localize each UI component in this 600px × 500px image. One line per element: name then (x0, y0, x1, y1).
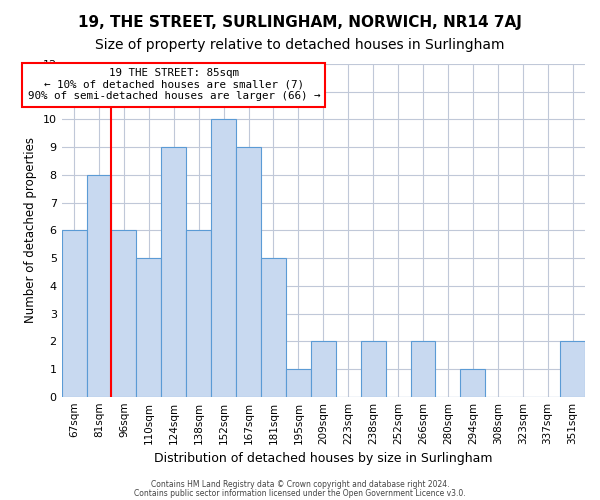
Bar (311, 341, 336, 396)
Text: Contains HM Land Registry data © Crown copyright and database right 2024.: Contains HM Land Registry data © Crown c… (151, 480, 449, 489)
Bar (86, 175, 112, 396)
X-axis label: Distribution of detached houses by size in Surlingham: Distribution of detached houses by size … (154, 452, 493, 465)
Bar (62, 230, 86, 396)
Bar (560, 341, 585, 396)
Bar (112, 230, 136, 396)
Text: 19, THE STREET, SURLINGHAM, NORWICH, NR14 7AJ: 19, THE STREET, SURLINGHAM, NORWICH, NR1… (78, 15, 522, 30)
Bar (161, 147, 186, 396)
Bar (286, 369, 311, 396)
Bar (410, 341, 436, 396)
Bar (460, 369, 485, 396)
Y-axis label: Number of detached properties: Number of detached properties (24, 138, 37, 324)
Text: 19 THE STREET: 85sqm
← 10% of detached houses are smaller (7)
90% of semi-detach: 19 THE STREET: 85sqm ← 10% of detached h… (28, 68, 320, 102)
Text: Size of property relative to detached houses in Surlingham: Size of property relative to detached ho… (95, 38, 505, 52)
Bar (186, 230, 211, 396)
Bar (361, 341, 386, 396)
Text: Contains public sector information licensed under the Open Government Licence v3: Contains public sector information licen… (134, 488, 466, 498)
Bar (211, 120, 236, 396)
Bar (236, 147, 261, 396)
Bar (136, 258, 161, 396)
Bar (261, 258, 286, 396)
